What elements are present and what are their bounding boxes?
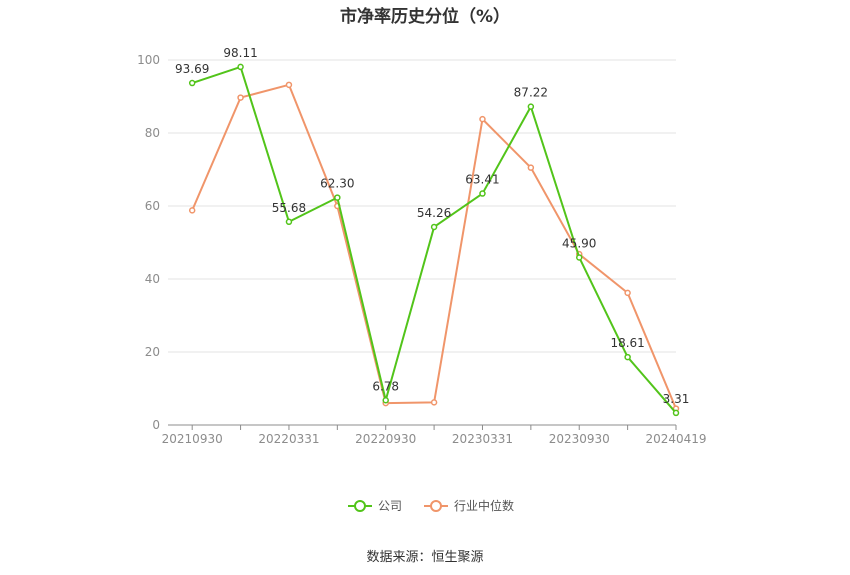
- chart-title: 市净率历史分位（%）: [339, 7, 511, 27]
- data-label: 3.31: [663, 392, 690, 406]
- data-point: [237, 94, 244, 101]
- data-label: 45.90: [562, 236, 596, 250]
- data-point: [479, 115, 486, 123]
- data-label: 55.68: [272, 201, 306, 215]
- x-tick-label: 20230930: [549, 432, 610, 446]
- y-tick-label: 100: [137, 53, 160, 67]
- legend-label: 公司: [378, 499, 402, 513]
- data-point: [237, 63, 244, 71]
- y-tick-label: 0: [152, 418, 160, 432]
- legend-label: 行业中位数: [454, 498, 514, 513]
- data-label: 98.11: [223, 46, 257, 60]
- data-label: 63.41: [465, 173, 499, 187]
- data-point: [672, 409, 680, 417]
- data-point: [334, 194, 341, 201]
- source-note: 数据来源：恒生聚源: [366, 550, 484, 565]
- data-label: 62.30: [320, 177, 354, 191]
- legend-marker-company: [354, 500, 366, 512]
- data-point: [430, 223, 438, 231]
- y-tick-label: 80: [145, 126, 160, 140]
- series-line-company: [191, 65, 677, 414]
- data-label: 93.69: [175, 62, 209, 76]
- x-tick-label: 20230331: [452, 432, 513, 446]
- data-point: [382, 397, 389, 404]
- data-point: [188, 207, 196, 214]
- data-point: [624, 289, 631, 297]
- x-tick-label: 20220930: [355, 432, 416, 446]
- data-label: 87.22: [514, 86, 548, 100]
- x-tick-label: 20220331: [258, 432, 319, 446]
- x-tick-label: 20240419: [645, 432, 706, 446]
- y-tick-label: 40: [145, 272, 160, 286]
- data-point: [285, 81, 293, 89]
- data-label: 6.78: [372, 379, 399, 393]
- data-label: 54.26: [417, 206, 451, 220]
- y-tick-label: 20: [145, 345, 160, 359]
- data-point: [527, 164, 535, 171]
- data-point: [575, 254, 583, 261]
- data-point: [285, 218, 293, 226]
- x-tick-label: 20210930: [162, 432, 223, 446]
- data-point: [430, 399, 438, 406]
- y-tick-label: 60: [145, 199, 160, 213]
- data-point: [188, 79, 196, 87]
- data-point: [479, 190, 486, 197]
- data-label: 18.61: [610, 336, 644, 350]
- legend-marker-industry: [430, 500, 442, 512]
- data-point: [624, 353, 631, 361]
- data-point: [527, 103, 535, 110]
